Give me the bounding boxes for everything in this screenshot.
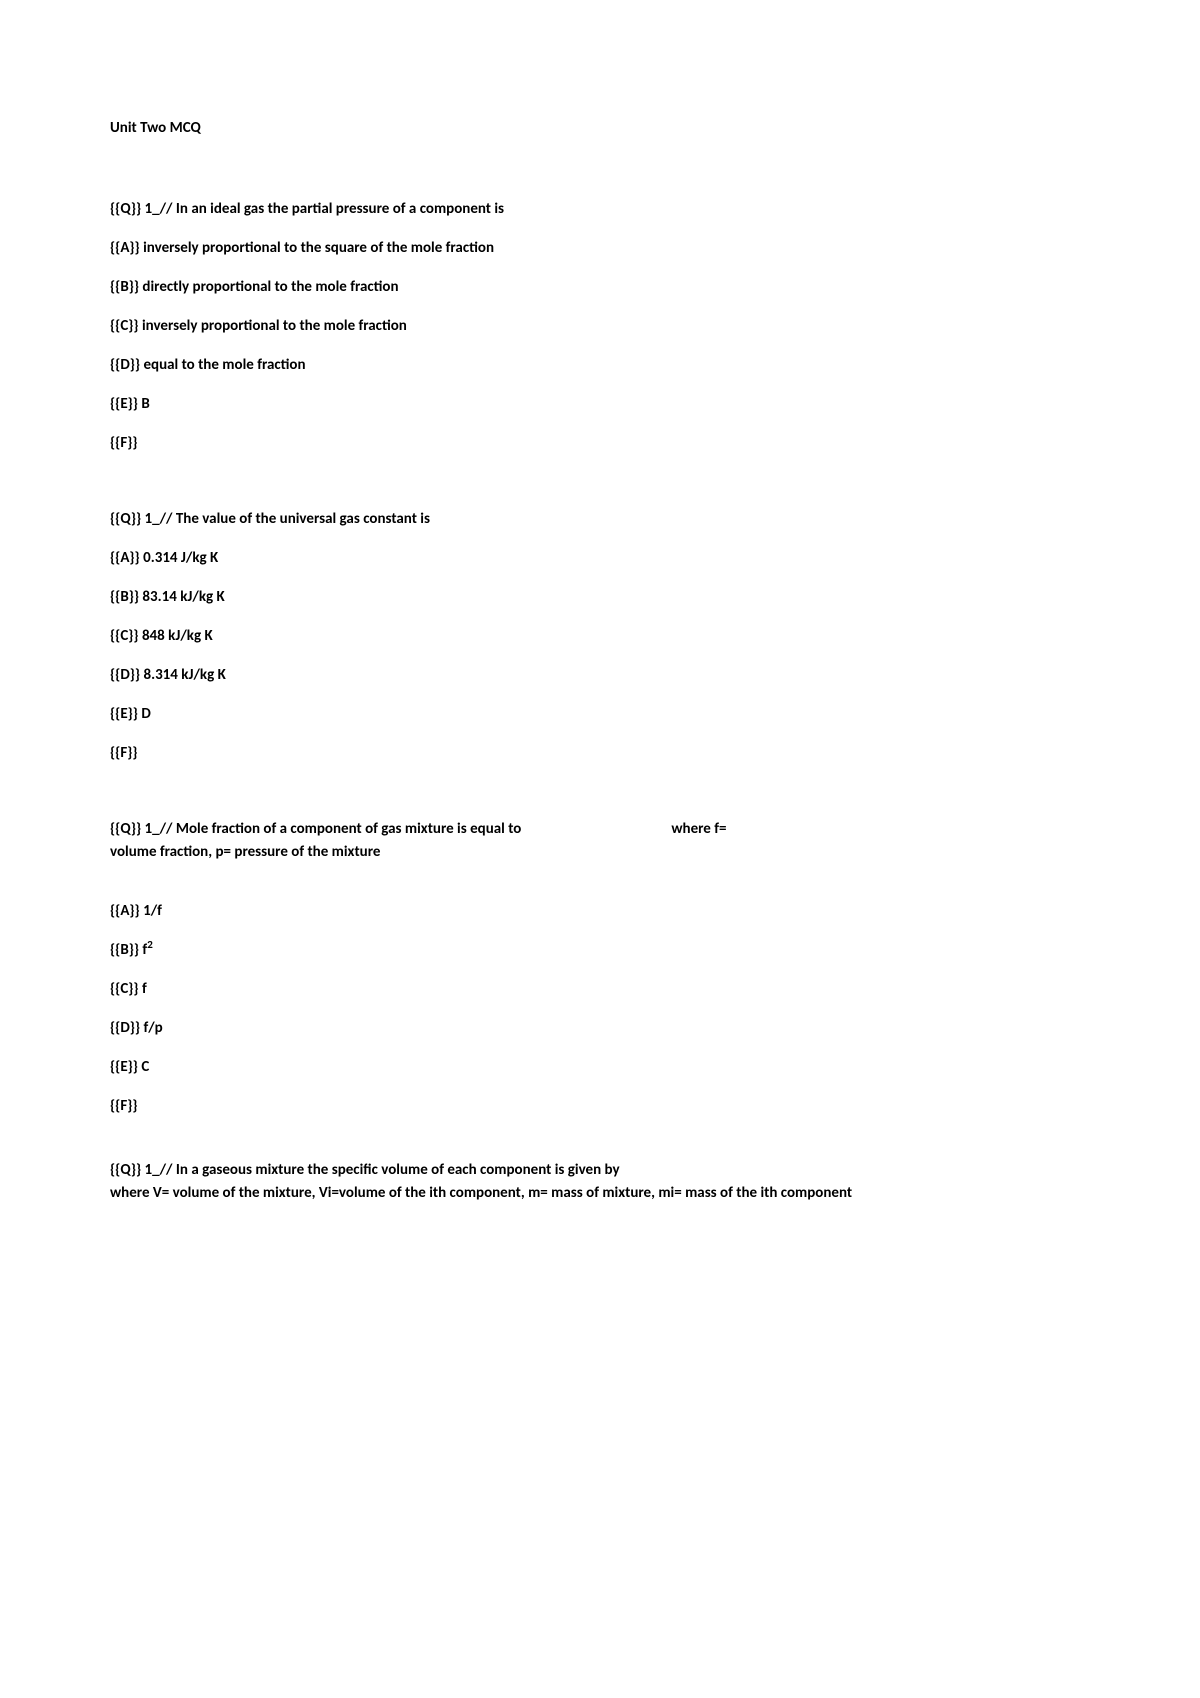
option-b: {{B}} 83.14 kJ/kg K <box>110 587 1090 608</box>
document-page: Unit Two MCQ {{Q}} 1_// In an ideal gas … <box>0 0 1200 1359</box>
option-b: {{B}} f2 <box>110 940 1090 961</box>
option-b-text: {{B}} f <box>110 941 147 959</box>
option-c: {{C}} 848 kJ/kg K <box>110 626 1090 647</box>
question-block: {{Q}} 1_// In a gaseous mixture the spec… <box>110 1160 1090 1204</box>
option-d: {{D}} equal to the mole fraction <box>110 355 1090 376</box>
option-a: {{A}} inversely proportional to the squa… <box>110 238 1090 259</box>
option-a: {{A}} 1/f <box>110 901 1090 922</box>
question-text-line1: {{Q}} 1_// In a gaseous mixture the spec… <box>110 1160 1090 1181</box>
question-text-line2: where V= volume of the mixture, Vi=volum… <box>110 1183 1090 1204</box>
answer-e: {{E}} B <box>110 394 1090 415</box>
question-text: {{Q}} 1_// The value of the universal ga… <box>110 509 1090 530</box>
option-a: {{A}} 0.314 J/kg K <box>110 548 1090 569</box>
question-text-part2: where f= <box>671 819 726 840</box>
answer-e: {{E}} C <box>110 1057 1090 1078</box>
option-d: {{D}} f/p <box>110 1018 1090 1039</box>
marker-f: {{F}} <box>110 743 1090 764</box>
spacer <box>110 881 1090 883</box>
question-text-row: {{Q}} 1_// Mole fraction of a component … <box>110 819 1090 840</box>
question-block: {{Q}} 1_// Mole fraction of a component … <box>110 819 1090 1117</box>
page-title: Unit Two MCQ <box>110 118 1090 139</box>
marker-f: {{F}} <box>110 1096 1090 1117</box>
marker-f: {{F}} <box>110 433 1090 454</box>
question-block: {{Q}} 1_// The value of the universal ga… <box>110 509 1090 764</box>
question-text-part1: {{Q}} 1_// Mole fraction of a component … <box>110 819 521 840</box>
question-gap <box>521 819 671 840</box>
option-d: {{D}} 8.314 kJ/kg K <box>110 665 1090 686</box>
option-b-sup: 2 <box>147 938 153 952</box>
answer-e: {{E}} D <box>110 704 1090 725</box>
option-c: {{C}} inversely proportional to the mole… <box>110 316 1090 337</box>
question-text: {{Q}} 1_// In an ideal gas the partial p… <box>110 199 1090 220</box>
option-b: {{B}} directly proportional to the mole … <box>110 277 1090 298</box>
question-text-line2: volume fraction, p= pressure of the mixt… <box>110 842 1090 863</box>
option-c: {{C}} f <box>110 979 1090 1000</box>
question-block: {{Q}} 1_// In an ideal gas the partial p… <box>110 199 1090 454</box>
